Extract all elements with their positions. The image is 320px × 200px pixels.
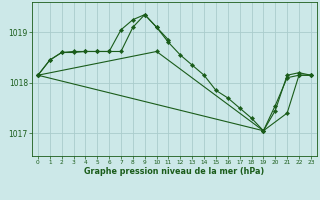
X-axis label: Graphe pression niveau de la mer (hPa): Graphe pression niveau de la mer (hPa) xyxy=(84,167,265,176)
